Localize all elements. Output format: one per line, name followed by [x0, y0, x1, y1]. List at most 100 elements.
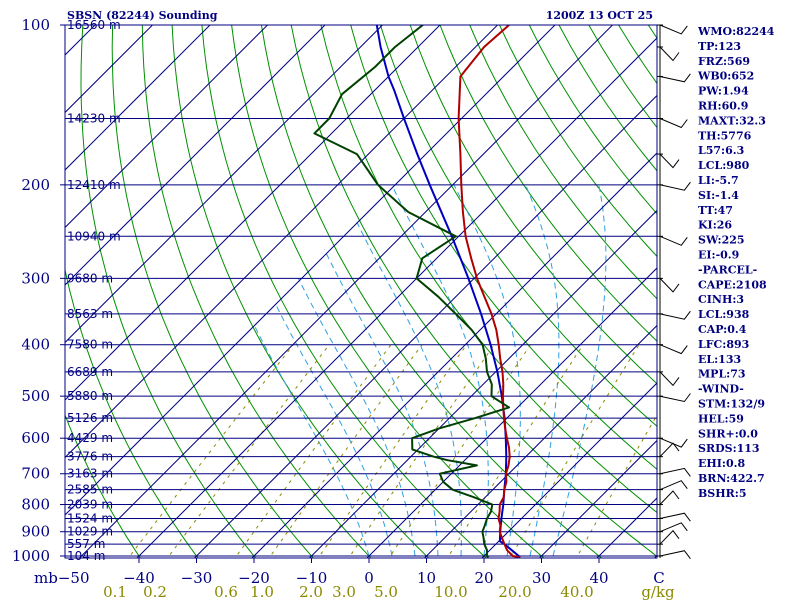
moist-adiabat-line: [356, 221, 462, 556]
dry-adiabat-line: [65, 267, 199, 558]
index-item: WMO:82244: [697, 25, 775, 38]
pressure-tick-label: 600: [21, 429, 50, 447]
pressure-tick-label: 700: [21, 465, 50, 483]
isotherm-line: [65, 25, 384, 344]
pressure-tick-label: 800: [21, 496, 50, 514]
mixing-ratio-label: g/kg: [641, 583, 675, 600]
mixing-ratio-label: 0.1: [103, 583, 127, 600]
index-item: L57:6.3: [698, 144, 744, 157]
dry-adiabat-line: [320, 25, 657, 514]
dry-adiabat-line: [111, 25, 314, 558]
wind-barb: [659, 118, 688, 129]
dry-adiabat-line: [439, 25, 657, 342]
index-item: FRZ:569: [698, 55, 750, 68]
plot-frame: [64, 24, 658, 559]
wind-barb: [659, 73, 691, 83]
index-item: SHR+:0.0: [698, 427, 758, 440]
index-item: RH:60.9: [698, 100, 748, 113]
pressure-tick-label: 500: [21, 387, 50, 405]
index-item: LCL:980: [698, 159, 750, 172]
dry-adiabat-line: [65, 413, 141, 558]
index-item: TT:47: [698, 204, 733, 217]
isotherm-line: [366, 267, 657, 558]
mixing-ratio-label: 2.0: [299, 583, 323, 600]
index-item: MPL:73: [698, 368, 746, 381]
wind-barb: [659, 24, 688, 35]
wind-barb: [659, 490, 680, 505]
moist-adiabat-line: [391, 184, 489, 557]
dry-adiabat-line: [290, 25, 657, 558]
moist-adiabat-line: [453, 184, 521, 557]
height-label: 8563 m: [67, 307, 113, 321]
dry-adiabat-line: [469, 25, 657, 300]
isotherm-line: [193, 94, 657, 558]
isotherm-line: [65, 25, 441, 401]
dry-adiabat-line: [171, 25, 430, 558]
height-label: 1524 m: [67, 512, 113, 526]
height-label: 10940 m: [67, 229, 121, 243]
height-label: 12410 m: [67, 178, 121, 192]
height-label: 3776 m: [67, 450, 113, 464]
index-item: SRDS:113: [698, 442, 760, 455]
mixing-ratio-label: 3.0: [332, 583, 356, 600]
temperature-tick-label: −10: [296, 569, 328, 587]
index-item: TP:123: [698, 40, 741, 53]
isotherm-line: [538, 439, 657, 558]
mixing-ratio-line: [166, 344, 330, 558]
temperature-curve: [457, 25, 521, 558]
wind-barb: [659, 437, 688, 448]
index-item: CAP:0.4: [698, 323, 747, 336]
wind-barb: [659, 344, 688, 355]
index-item: CINH:3: [698, 293, 744, 306]
mixing-ratio-label: 20.0: [498, 583, 531, 600]
isotherm-line: [136, 37, 657, 558]
isotherm-line: [251, 152, 657, 558]
wind-barb: [659, 480, 688, 491]
dry-adiabat-line: [379, 25, 657, 427]
wind-barb: [659, 278, 680, 293]
isotherm-line: [65, 25, 326, 286]
wind-barb: [659, 393, 691, 403]
index-item: PW:1.94: [698, 85, 749, 98]
moist-adiabat-line: [525, 184, 560, 557]
dry-adiabat-line: [80, 25, 257, 558]
axis-start-label: mb−50: [34, 569, 89, 587]
wind-barb: [659, 235, 688, 246]
mixing-ratio-label: 1.0: [250, 583, 274, 600]
moist-adiabat-line: [324, 249, 439, 557]
height-label: 7580 m: [67, 338, 113, 352]
stability-indices-panel: WMO:82244 TP:123 FRZ:569 WB0:652 PW:1.94 RH:6…: [697, 25, 775, 500]
mixing-ratio-line: [234, 344, 392, 558]
wind-barb: [659, 371, 680, 387]
height-label: 6689 m: [67, 365, 113, 379]
pressure-tick-label: 200: [21, 176, 50, 194]
wind-barb: [659, 310, 691, 320]
wind-barb: [659, 153, 680, 169]
isotherm-line: [481, 382, 657, 558]
wind-barb: [659, 529, 680, 545]
chart-title: SBSN (82244) Sounding: [67, 9, 218, 22]
index-item: BRN:422.7: [698, 472, 765, 485]
dry-adiabat-line: [350, 25, 657, 470]
dewpoint-curve: [313, 25, 510, 558]
pressure-tick-label: 900: [21, 523, 50, 541]
index-item: -PARCEL-: [698, 263, 757, 276]
index-item: WB0:652: [697, 70, 754, 83]
index-item: MAXT:32.3: [698, 114, 766, 127]
axis-end-label: C: [653, 569, 664, 587]
wind-barb: [659, 512, 691, 522]
pressure-tick-label: 1000: [12, 547, 50, 565]
isotherm-line: [308, 209, 657, 558]
temperature-tick-label: 10: [417, 569, 436, 587]
mixing-ratio-label: 0.6: [214, 583, 238, 600]
isotherm-line: [78, 25, 614, 558]
temperature-tick-label: 40: [589, 569, 608, 587]
pressure-tick-label: 400: [21, 336, 50, 354]
index-item: SW:225: [698, 234, 745, 247]
wind-barb: [659, 181, 691, 191]
isotherm-line: [65, 25, 211, 171]
mixing-ratio-line: [388, 344, 532, 558]
index-item: CAPE:2108: [698, 278, 767, 291]
isotherm-line: [65, 25, 154, 114]
wind-barb: [659, 442, 680, 458]
